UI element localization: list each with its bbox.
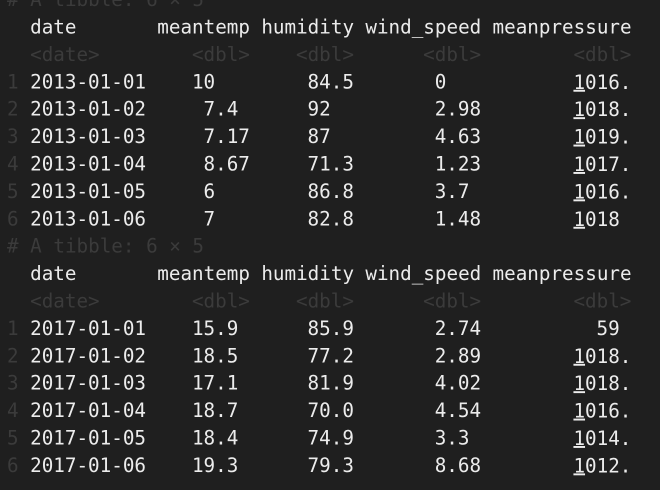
cell: 70.0 (308, 399, 354, 422)
cell: 2.89 (435, 344, 481, 367)
cell: 18.4 (192, 427, 238, 450)
column-type: <dbl> (192, 43, 250, 66)
cell: 4.54 (435, 399, 481, 422)
row-number: 5 (7, 180, 19, 203)
row-number: 4 (7, 399, 19, 422)
cell: 4.02 (435, 372, 481, 395)
cell: 1018. (573, 98, 631, 121)
cell: 77.2 (308, 344, 354, 367)
cell: 1016. (573, 399, 631, 422)
tibble-title: # A tibble: 6 × 5 (7, 235, 204, 258)
column-header: date (30, 262, 76, 285)
column-header: meanpressure (493, 16, 632, 39)
cell: 2017-01-04 (30, 399, 146, 422)
cell: 0 (435, 70, 447, 93)
cell: 6 (204, 180, 216, 203)
cell: 84.5 (308, 70, 354, 93)
column-header: meanpressure (493, 262, 632, 285)
column-type: <date> (30, 43, 100, 66)
cell: 8.68 (435, 454, 481, 477)
cell: 4.63 (435, 125, 481, 148)
cell: 3.7 (435, 180, 470, 203)
column-header: meantemp (157, 262, 250, 285)
cell: 82.8 (308, 207, 354, 230)
row-number: 1 (7, 70, 19, 93)
cell: 18.7 (192, 399, 238, 422)
column-header: humidity (261, 16, 354, 39)
cell: 19.3 (192, 454, 238, 477)
cell: 1018 (573, 207, 619, 230)
cell: 1018. (573, 372, 631, 395)
cell: 2017-01-02 (30, 344, 146, 367)
cell: 2013-01-02 (30, 98, 146, 121)
cell: 1012. (573, 454, 631, 477)
cell: 1.23 (435, 153, 481, 176)
cell: 17.1 (192, 372, 238, 395)
cell: 2017-01-05 (30, 427, 146, 450)
row-number: 3 (7, 372, 19, 395)
cell: 92 (308, 98, 331, 121)
row-number: 2 (7, 344, 19, 367)
cell: 81.9 (308, 372, 354, 395)
cell: 2.98 (435, 98, 481, 121)
column-header: date (30, 16, 76, 39)
cell: 8.67 (204, 153, 250, 176)
cell: 2013-01-03 (30, 125, 146, 148)
column-header: wind_speed (365, 262, 481, 285)
cell: 2017-01-01 (30, 317, 146, 340)
cell: 1016. (573, 180, 631, 203)
cell: 7.17 (204, 125, 250, 148)
cell: 2013-01-04 (30, 153, 146, 176)
cell: 1017. (573, 153, 631, 176)
cell: 1019. (573, 125, 631, 148)
cell: 2017-01-06 (30, 454, 146, 477)
row-number: 3 (7, 125, 19, 148)
cell: 2017-01-03 (30, 372, 146, 395)
cell: 1014. (573, 427, 631, 450)
cell: 85.9 (308, 317, 354, 340)
row-number: 6 (7, 207, 19, 230)
row-number: 6 (7, 454, 19, 477)
cell: 1016. (573, 70, 631, 93)
column-type: <dbl> (423, 43, 481, 66)
column-type: <dbl> (192, 290, 250, 313)
row-number: 5 (7, 427, 19, 450)
cell: 3.3 (435, 427, 470, 450)
cell: 71.3 (308, 153, 354, 176)
row-number: 2 (7, 98, 19, 121)
column-type: <dbl> (296, 290, 354, 313)
cell: 87 (308, 125, 331, 148)
cell: 7 (204, 207, 216, 230)
column-header: humidity (261, 262, 354, 285)
cell: 1018. (573, 344, 631, 367)
cell: 10 (192, 70, 215, 93)
column-type: <date> (30, 290, 100, 313)
cell: 2013-01-06 (30, 207, 146, 230)
column-header: meantemp (157, 16, 250, 39)
column-type: <dbl> (573, 43, 631, 66)
cell: 79.3 (308, 454, 354, 477)
row-number: 4 (7, 153, 19, 176)
cell: 18.5 (192, 344, 238, 367)
cell: 74.9 (308, 427, 354, 450)
cell: 86.8 (308, 180, 354, 203)
column-type: <dbl> (573, 290, 631, 313)
cell: 2.74 (435, 317, 481, 340)
row-number: 1 (7, 317, 19, 340)
tibble-title: # A tibble: 6 × 5 (7, 0, 204, 11)
cell: 59 (597, 317, 620, 340)
cell: 1.48 (435, 207, 481, 230)
column-type: <dbl> (423, 290, 481, 313)
column-header: wind_speed (365, 16, 481, 39)
cell: 15.9 (192, 317, 238, 340)
column-type: <dbl> (296, 43, 354, 66)
cell: 2013-01-01 (30, 70, 146, 93)
cell: 2013-01-05 (30, 180, 146, 203)
cell: 7.4 (204, 98, 239, 121)
